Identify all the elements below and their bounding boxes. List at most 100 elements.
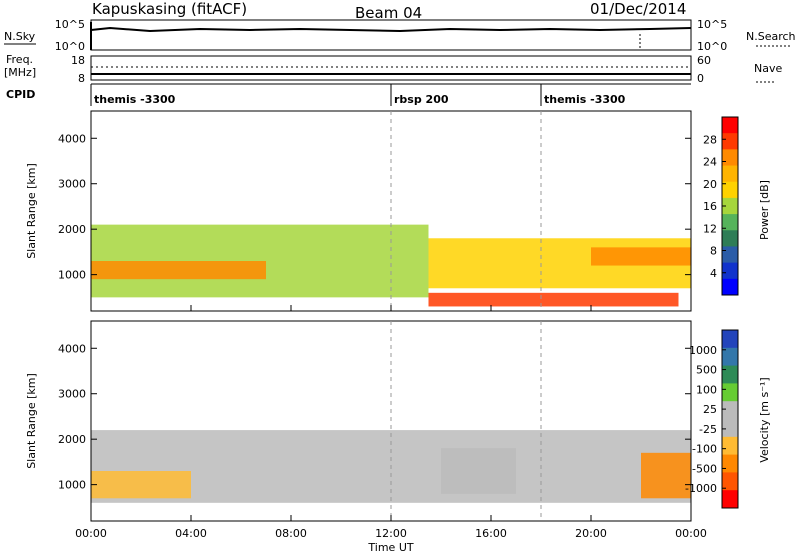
- colorbar-tick-label: 100: [696, 383, 717, 396]
- power-y-axis: 4000 3000 2000 1000: [58, 132, 691, 282]
- velocity-panel: 4000 3000 2000 1000 Slant Range [km]: [25, 320, 692, 522]
- power-panel: 4000 3000 2000 1000 Slant Range [km]: [25, 110, 692, 312]
- power-colorbar-label: Power [dB]: [758, 180, 771, 240]
- freq-label-2: [MHz]: [4, 66, 36, 79]
- time-axis: 00:00 04:00 08:00 12:00 16:00 20:00 00:00: [75, 305, 707, 540]
- cpid-segment-label: themis -3300: [94, 93, 176, 106]
- colorbar-swatch: [722, 262, 738, 280]
- cpid-segment-label: themis -3300: [544, 93, 626, 106]
- nsky-label: N.Sky: [4, 30, 36, 43]
- heatmap-cell: [428, 292, 679, 307]
- colorbar-swatch: [722, 230, 738, 247]
- cpid-panel: CPID themis -3300 rbsp 200 themis -3300: [6, 83, 691, 106]
- nsky-panel: N.Sky 10^5 10^0 10^5 10^0 N.Search: [4, 18, 796, 53]
- colorbar-tick-label: -25: [699, 423, 717, 436]
- colorbar-tick-label: 12: [703, 222, 717, 235]
- x-tick-label: 20:00: [575, 527, 607, 540]
- cpid-segments: themis -3300 rbsp 200 themis -3300: [90, 84, 626, 106]
- y-tick-label: 2000: [58, 433, 86, 446]
- velocity-colorbar: 1000 500 100 25 -25 -100 -500 -1000: [685, 329, 739, 509]
- colorbar-swatch: [722, 246, 738, 264]
- nsearch-tick-bottom: 10^0: [697, 40, 727, 53]
- velocity-y-axis-label: Slant Range [km]: [25, 373, 38, 469]
- colorbar-swatch: [722, 197, 738, 215]
- freq-panel: Freq. [MHz] 18 8 60 0 Nave: [4, 53, 782, 85]
- x-tick-label: 04:00: [175, 527, 207, 540]
- nsky-tick-bottom: 10^0: [55, 40, 85, 53]
- colorbar-swatch: [722, 278, 738, 296]
- nsky-trace: [90, 26, 692, 33]
- colorbar-swatch: [722, 365, 738, 384]
- colorbar-swatch: [722, 181, 738, 199]
- nsearch-label: N.Search: [746, 30, 796, 43]
- nsearch-tick-top: 10^5: [697, 18, 727, 31]
- x-tick-label: 16:00: [475, 527, 507, 540]
- colorbar-frame: [721, 329, 739, 509]
- velocity-y-axis: 4000 3000 2000 1000: [58, 342, 691, 492]
- colorbar-swatch: [722, 165, 738, 183]
- nave-tick-bottom: 0: [697, 72, 704, 85]
- freq-tick-bottom: 8: [78, 72, 85, 85]
- colorbar-tick-label: 16: [703, 200, 717, 213]
- power-data: [91, 224, 691, 307]
- y-tick-label: 3000: [58, 178, 86, 191]
- heatmap-cell: [591, 247, 691, 266]
- colorbar-swatch: [722, 214, 738, 231]
- colorbar-tick-label: 20: [703, 178, 717, 191]
- x-tick-label: 08:00: [275, 527, 307, 540]
- station-title: Kapuskasing (fitACF): [92, 0, 247, 18]
- y-tick-label: 2000: [58, 223, 86, 236]
- colorbar-swatch: [722, 454, 738, 473]
- y-tick-label: 1000: [58, 269, 86, 282]
- colorbar-tick-label: 1000: [689, 344, 717, 357]
- power-y-axis-label: Slant Range [km]: [25, 163, 38, 259]
- nave-tick-top: 60: [697, 54, 711, 67]
- colorbar-swatch: [722, 383, 738, 402]
- freq-label-1: Freq.: [6, 53, 33, 66]
- colorbar-swatch: [722, 472, 738, 491]
- colorbar-tick-label: 4: [710, 267, 717, 280]
- colorbar-swatch: [722, 330, 738, 349]
- cpid-label: CPID: [6, 88, 35, 101]
- colorbar-swatch: [722, 149, 738, 167]
- colorbar-swatch: [722, 436, 738, 456]
- y-tick-label: 1000: [58, 479, 86, 492]
- heatmap-cell: [641, 452, 691, 499]
- y-tick-label: 4000: [58, 342, 86, 355]
- cpid-segment-label: rbsp 200: [394, 93, 449, 106]
- nsky-tick-top: 10^5: [55, 18, 85, 31]
- y-tick-label: 3000: [58, 388, 86, 401]
- heatmap-cell: [91, 261, 266, 280]
- x-tick-label: 12:00: [375, 527, 407, 540]
- x-tick-label: 00:00: [75, 527, 107, 540]
- nave-label: Nave: [754, 62, 782, 75]
- cpid-change-markers: [390, 111, 542, 521]
- colorbar-swatch: [722, 347, 738, 367]
- colorbar-tick-label: 24: [703, 156, 717, 169]
- colorbar-tick-label: -500: [692, 462, 717, 475]
- colorbar-tick-label: 25: [703, 403, 717, 416]
- colorbar-swatch: [722, 401, 738, 420]
- x-tick-label: 00:00: [675, 527, 707, 540]
- colorbar-tick-label: 8: [710, 245, 717, 258]
- colorbar-swatch: [722, 133, 738, 150]
- beam-title: Beam 04: [355, 4, 422, 22]
- colorbar-swatch: [722, 117, 738, 134]
- power-colorbar: 28 24 20 16 12 8 4: [703, 116, 739, 296]
- colorbar-tick-label: 500: [696, 364, 717, 377]
- date-title: 01/Dec/2014: [590, 0, 686, 18]
- heatmap-cell: [91, 471, 191, 499]
- nsky-frame: [90, 19, 692, 51]
- x-axis-label: Time UT: [367, 541, 413, 554]
- colorbar-tick-label: 28: [703, 133, 717, 146]
- freq-frame: [90, 55, 692, 81]
- colorbar-swatch: [722, 490, 738, 509]
- y-tick-label: 4000: [58, 132, 86, 145]
- colorbar-tick-label: -1000: [685, 482, 717, 495]
- colorbar-tick-label: -100: [692, 443, 717, 456]
- freq-tick-top: 18: [71, 54, 85, 67]
- velocity-colorbar-label: Velocity [m s⁻¹]: [758, 377, 771, 462]
- colorbar-swatch: [722, 419, 738, 438]
- heatmap-cell: [441, 448, 516, 494]
